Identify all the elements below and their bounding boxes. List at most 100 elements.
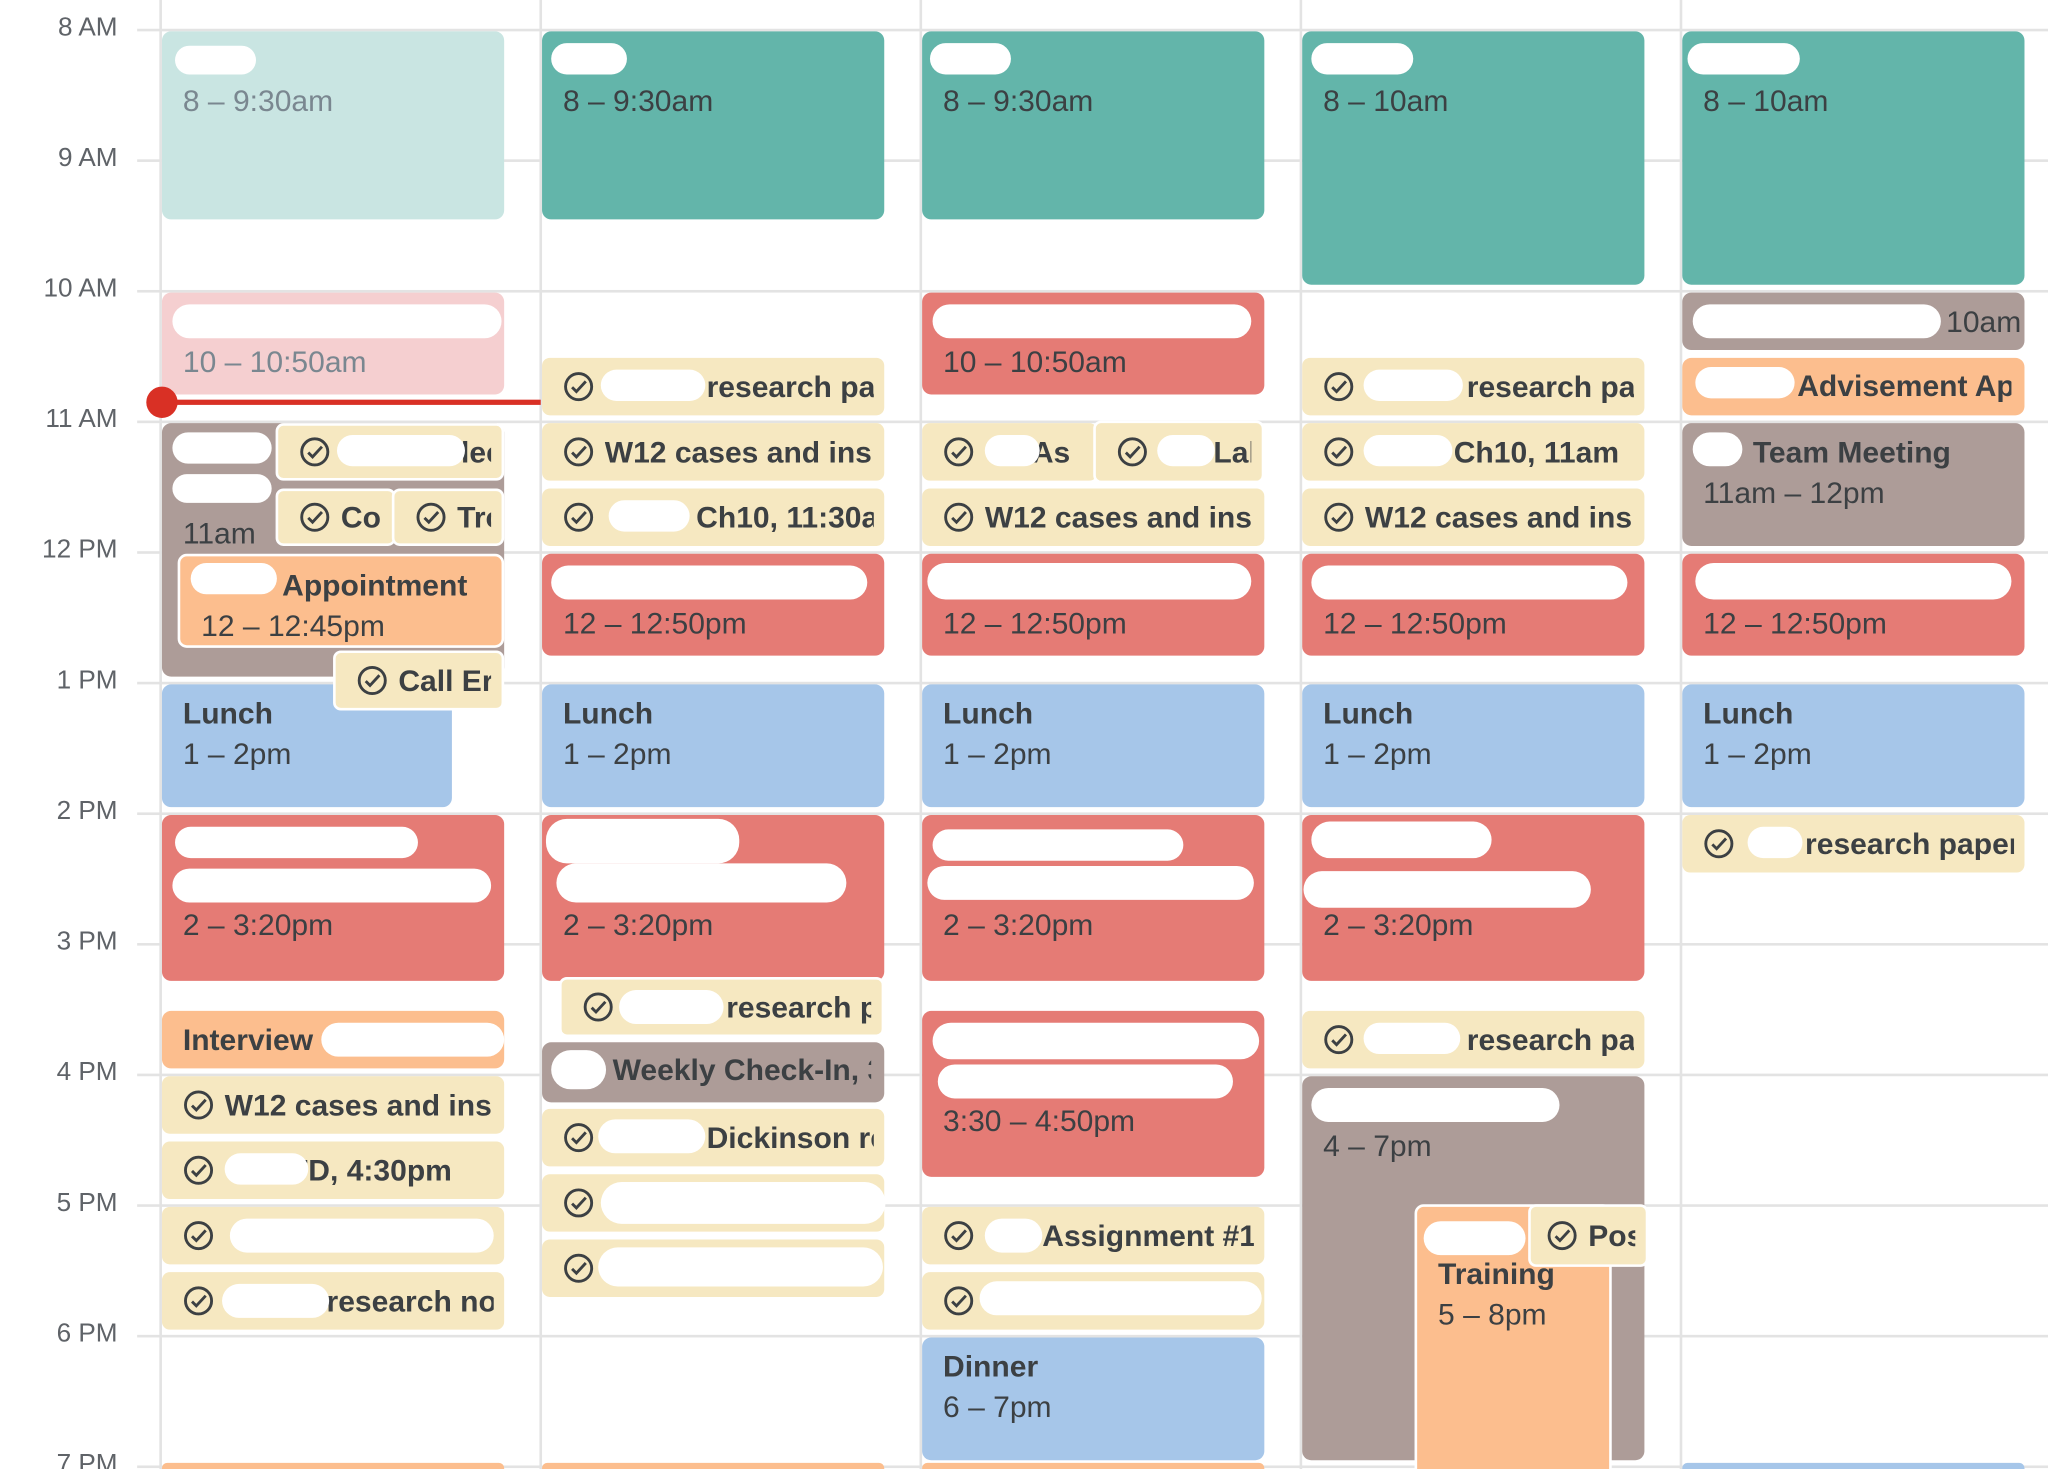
task-item[interactable]: Assignment #1	[922, 1206, 1265, 1265]
task-item[interactable]: W12 cases and ins	[922, 488, 1265, 546]
redaction-mark	[224, 1153, 309, 1185]
event-title: Lunch	[1703, 696, 1794, 731]
redaction-mark	[600, 1182, 886, 1224]
event-partial[interactable]	[161, 1462, 505, 1469]
event-time: 1 – 2pm	[1703, 736, 1812, 771]
check-circle-icon	[1117, 437, 1147, 467]
task-item[interactable]: research not	[161, 1272, 505, 1330]
event-time: 8 – 10am	[1703, 83, 1829, 118]
event-partial[interactable]	[1682, 1462, 2025, 1469]
event-time: 3:30 – 4:50pm	[943, 1103, 1136, 1138]
task-item[interactable]: research paper	[1682, 815, 2025, 873]
event-lunch[interactable]: Lunch 1 – 2pm	[1302, 684, 1645, 808]
event-dinner[interactable]: Dinner 6 – 7pm	[922, 1337, 1265, 1461]
event-time: 1 – 2pm	[1323, 736, 1432, 771]
task-item[interactable]: FD, 4:30pm	[161, 1141, 505, 1200]
task-label: Assignment #1	[1042, 1217, 1254, 1252]
task-item[interactable]: W12 cases and ins	[542, 423, 885, 481]
redaction-mark	[1311, 821, 1492, 859]
hour-label-5pm: 5 PM	[56, 1188, 118, 1218]
event-time: 6 – 7pm	[943, 1389, 1052, 1424]
event-weekly-check-in[interactable]: Weekly Check-In, 3	[542, 1042, 885, 1103]
redaction-mark	[551, 565, 868, 600]
day-column-divider	[159, 0, 162, 1469]
redaction-mark	[927, 562, 1252, 600]
event-title: Interview	[182, 1022, 314, 1057]
event-time: 8 – 9:30am	[182, 83, 334, 118]
redaction-mark	[984, 1218, 1043, 1253]
redaction-mark	[984, 434, 1040, 467]
check-circle-icon	[1704, 829, 1734, 859]
task-item[interactable]: W12 cases and ins	[1302, 488, 1645, 546]
event-time: 11am	[182, 515, 256, 550]
check-circle-icon	[564, 437, 594, 467]
event-partial[interactable]	[542, 1462, 885, 1469]
check-circle-icon	[1324, 372, 1354, 402]
task-label: research not	[326, 1283, 494, 1318]
event-lunch[interactable]: Lunch 1 – 2pm	[1682, 684, 2025, 808]
task-item[interactable]: research pap	[1302, 1010, 1645, 1069]
event-title: Lunch	[182, 696, 273, 731]
task-item[interactable]: Tro	[391, 488, 505, 546]
hour-gridline	[137, 551, 2048, 554]
event-time: 1 – 2pm	[562, 736, 672, 771]
task-item[interactable]: Ch10, 11:30a	[542, 488, 885, 546]
task-item[interactable]: research pa	[559, 976, 885, 1038]
redaction-mark	[1695, 562, 2012, 600]
event-partial[interactable]	[922, 1462, 1265, 1469]
event-time: 2 – 3:20pm	[943, 907, 1094, 942]
event-title: Team Meeting	[1752, 434, 1951, 469]
task-label: W12 cases and ins	[984, 499, 1252, 534]
hour-gridline	[137, 1204, 2048, 1207]
task-label: W12 cases and ins	[604, 434, 872, 469]
redaction-mark	[556, 863, 847, 903]
event-lunch[interactable]: Lunch 1 – 2pm	[922, 684, 1265, 808]
event-title: Appointment	[282, 568, 468, 603]
task-item[interactable]: research pap	[1302, 357, 1645, 416]
day-column-divider	[919, 0, 923, 1469]
redaction-mark	[172, 868, 492, 903]
current-time-line	[161, 399, 541, 405]
current-time-dot	[146, 386, 178, 418]
redaction-mark	[1363, 369, 1463, 401]
task-item[interactable]: Co	[275, 488, 396, 546]
task-label: Lab	[1213, 434, 1251, 469]
redaction-mark	[229, 1218, 494, 1253]
check-circle-icon	[300, 502, 330, 532]
day-column-divider	[1299, 0, 1303, 1469]
event-time: 10 – 10:50am	[943, 344, 1127, 379]
event-time: 8 – 9:30am	[562, 83, 714, 118]
hour-gridline	[137, 28, 2048, 32]
redaction-mark	[172, 304, 502, 339]
redaction-mark	[172, 432, 272, 464]
check-circle-icon	[357, 665, 387, 695]
task-item[interactable]: Dickinson re	[542, 1108, 885, 1167]
task-item[interactable]: W12 cases and ins	[161, 1076, 505, 1134]
task-item[interactable]: Ch10, 11am	[1302, 423, 1645, 481]
task-label: Ch10, 11am	[1453, 434, 1620, 469]
event-time: 11am – 12pm	[1703, 475, 1885, 510]
event-lunch[interactable]: Lunch 1 – 2pm	[542, 684, 885, 808]
event-appointment[interactable]: Appointment 12 – 12:45pm	[177, 553, 505, 648]
task-item[interactable]: Pos	[1528, 1204, 1649, 1267]
redaction-mark	[608, 500, 690, 532]
task-item[interactable]: research pap	[542, 357, 885, 416]
task-label: W12 cases and ins	[224, 1087, 492, 1122]
redaction-mark	[175, 45, 256, 75]
event-title: Dinner	[943, 1349, 1039, 1384]
event-time: 10 – 10:50am	[182, 344, 367, 379]
check-circle-icon	[564, 1188, 594, 1218]
task-item[interactable]: Call Eri	[333, 650, 505, 711]
check-circle-icon	[944, 1221, 974, 1251]
event-time: 8 – 10am	[1323, 83, 1449, 118]
hour-label-3pm: 3 PM	[56, 927, 118, 957]
task-label: research pap	[1466, 1022, 1634, 1056]
task-label: research paper	[1805, 826, 2015, 861]
event-time: 5 – 8pm	[1438, 1296, 1547, 1331]
hour-gridline	[137, 289, 2048, 293]
check-circle-icon	[300, 437, 330, 467]
hour-label-4pm: 4 PM	[56, 1057, 118, 1087]
event-time: 8 – 9:30am	[943, 83, 1094, 118]
redaction-mark	[172, 474, 272, 503]
